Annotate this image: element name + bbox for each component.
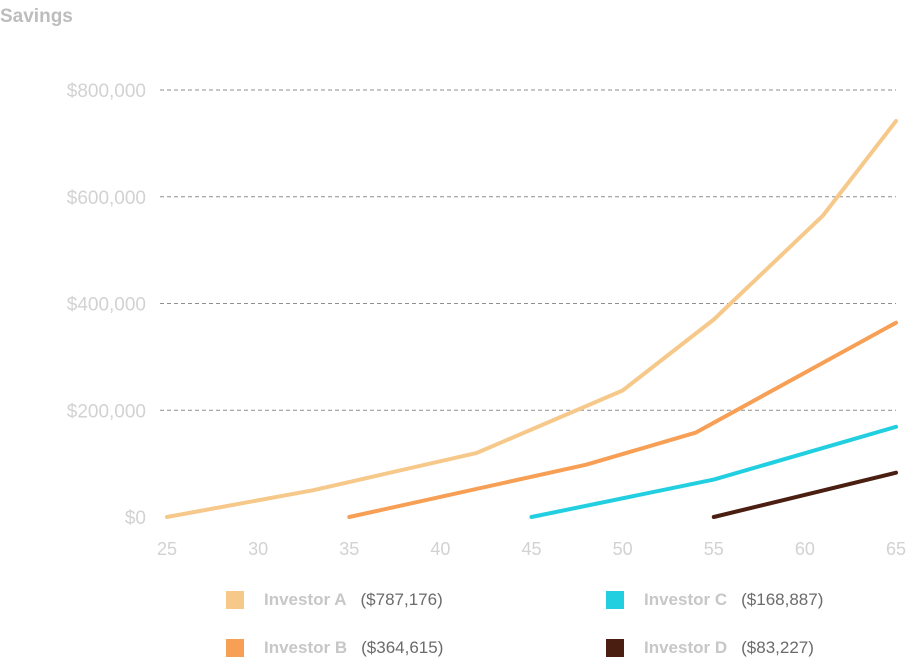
series-line-investor-c xyxy=(529,424,898,519)
series-line-investor-d xyxy=(711,470,898,519)
x-tick-label: 40 xyxy=(430,539,450,559)
x-tick-label: 65 xyxy=(886,539,906,559)
legend-amount-investor-b: ($364,615) xyxy=(361,638,444,657)
legend-item-investor-b[interactable]: Investor B ($364,615) xyxy=(226,636,443,660)
series-line-investor-a xyxy=(165,119,898,519)
y-tick-label: $600,000 xyxy=(67,188,146,209)
x-tick-label: 25 xyxy=(157,539,177,559)
x-tick-label: 60 xyxy=(795,539,815,559)
legend-item-investor-c[interactable]: Investor C ($168,887) xyxy=(606,588,823,612)
legend-label-investor-c: Investor C xyxy=(644,590,728,609)
chart-plot-area: $0 $200,000 $400,000 $600,000 $800,000 25 30 35… xyxy=(67,81,906,559)
legend-label-investor-b: Investor B xyxy=(264,638,348,657)
series-line-investor-b xyxy=(347,320,898,519)
chart-legend: Investor A ($787,176) Investor B ($364,6… xyxy=(226,588,906,664)
x-tick-label: 55 xyxy=(704,539,724,559)
legend-swatch-investor-d xyxy=(606,639,624,657)
y-tick-label: $800,000 xyxy=(67,81,146,102)
x-tick-label: 30 xyxy=(248,539,268,559)
legend-item-investor-d[interactable]: Investor D ($83,227) xyxy=(606,636,814,660)
legend-amount-investor-d: ($83,227) xyxy=(741,638,814,657)
legend-item-investor-a[interactable]: Investor A ($787,176) xyxy=(226,588,443,612)
legend-amount-investor-c: ($168,887) xyxy=(741,590,824,609)
x-tick-label: 45 xyxy=(521,539,541,559)
legend-swatch-investor-c xyxy=(606,591,624,609)
legend-amount-investor-a: ($787,176) xyxy=(360,590,443,609)
chart-title: Savings xyxy=(0,6,73,27)
x-tick-label: 35 xyxy=(339,539,359,559)
y-tick-label: $400,000 xyxy=(67,295,146,316)
legend-swatch-investor-a xyxy=(226,591,244,609)
legend-label-investor-a: Investor A xyxy=(264,590,347,609)
legend-swatch-investor-b xyxy=(226,639,244,657)
y-tick-label: $0 xyxy=(125,508,146,529)
legend-label-investor-d: Investor D xyxy=(644,638,728,657)
y-tick-label: $200,000 xyxy=(67,401,146,422)
x-tick-label: 50 xyxy=(613,539,633,559)
